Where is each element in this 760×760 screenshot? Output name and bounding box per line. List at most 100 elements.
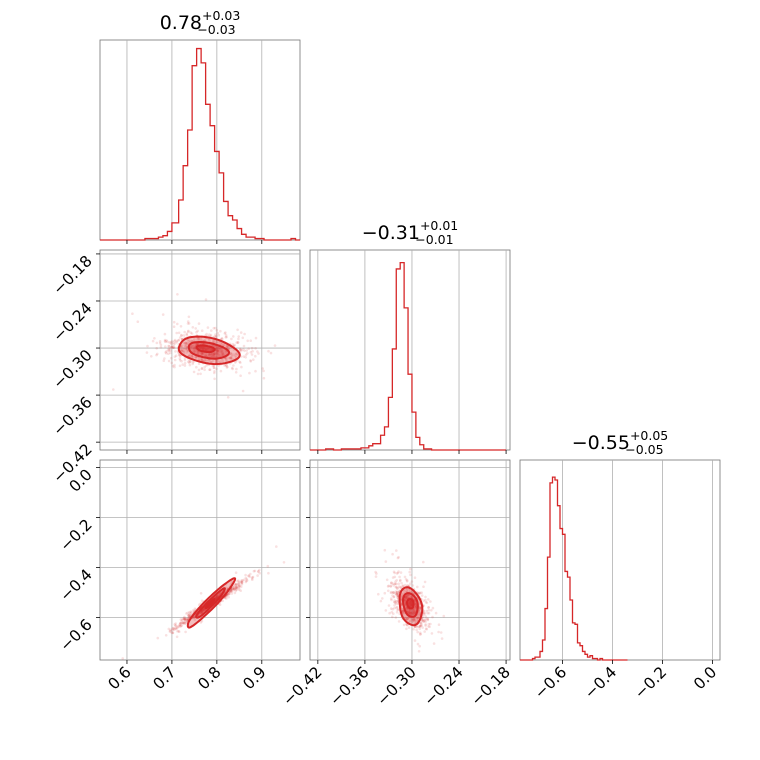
scatter-point	[226, 365, 229, 369]
scatter-point	[411, 617, 414, 621]
scatter-point	[386, 585, 390, 588]
scatter-point	[170, 345, 173, 349]
scatter-point	[212, 353, 215, 357]
scatter-point	[224, 596, 227, 600]
scatter-point	[406, 584, 410, 587]
scatter-point	[214, 359, 218, 363]
scatter-point	[408, 570, 412, 574]
scatter-point	[424, 600, 428, 604]
scatter-point	[163, 339, 167, 343]
scatter-point	[186, 618, 190, 621]
scatter-point	[121, 657, 124, 660]
scatter-point	[235, 588, 239, 591]
scatter-point	[375, 572, 378, 575]
scatter-point	[173, 355, 177, 359]
scatter-point	[215, 367, 218, 371]
scatter-point	[186, 322, 190, 325]
contour-line	[402, 592, 419, 618]
scatter-point	[216, 351, 219, 355]
scatter-point	[215, 349, 218, 353]
contour-line	[195, 587, 226, 619]
scatter-point	[168, 344, 171, 348]
scatter-point	[220, 337, 224, 341]
scatter-point	[403, 575, 407, 579]
scatter-point	[405, 627, 408, 631]
scatter-point	[168, 347, 172, 350]
scatter-point	[177, 338, 181, 342]
scatter-point	[416, 616, 420, 620]
scatter-point	[176, 629, 179, 633]
scatter-point	[185, 347, 188, 351]
scatter-point	[429, 622, 432, 626]
scatter-point	[219, 350, 222, 354]
scatter-point	[437, 630, 440, 634]
scatter-point	[225, 345, 229, 349]
scatter-point	[402, 612, 406, 615]
scatter-point	[193, 345, 197, 349]
scatter-point	[214, 595, 218, 599]
y-tick-label: −0.2	[56, 516, 95, 555]
scatter-point	[175, 635, 179, 639]
scatter-point	[405, 595, 409, 598]
scatter-point	[248, 575, 252, 578]
scatter-point	[186, 617, 190, 620]
scatter-point	[413, 611, 416, 614]
scatter-point	[398, 575, 401, 579]
scatter-point	[374, 575, 378, 578]
scatter-point	[221, 599, 224, 603]
scatter-point	[200, 329, 204, 333]
scatter-point	[402, 612, 405, 615]
scatter-point	[180, 344, 184, 348]
scatter-point	[183, 615, 186, 619]
scatter-point	[407, 626, 411, 629]
scatter-point	[421, 618, 425, 622]
scatter-point	[403, 589, 406, 592]
scatter-point	[173, 623, 176, 626]
scatter-point	[150, 355, 153, 358]
scatter-point	[410, 590, 414, 594]
scatter-point	[205, 364, 208, 367]
scatter-point	[251, 350, 254, 353]
scatter-point	[212, 353, 216, 357]
scatter-point	[186, 342, 190, 345]
scatter-point	[411, 609, 415, 612]
scatter-point	[230, 337, 233, 341]
scatter-point	[204, 359, 207, 362]
scatter-point	[174, 624, 177, 627]
scatter-point	[391, 615, 394, 619]
frame-scatter-param0-param1	[99, 249, 301, 451]
scatter-point	[217, 346, 221, 349]
scatter-point	[186, 341, 189, 345]
scatter-point	[172, 341, 175, 345]
scatter-point	[413, 609, 416, 613]
scatter-point	[209, 333, 213, 337]
scatter-point	[394, 601, 397, 605]
scatter-point	[215, 347, 219, 350]
scatter-point	[171, 346, 175, 350]
scatter-point	[393, 582, 397, 586]
scatter-point	[410, 580, 414, 583]
scatter-point	[165, 339, 168, 342]
scatter-point	[207, 358, 210, 362]
scatter-point	[239, 348, 242, 352]
title-param1: −0.31+0.01 −0.01	[362, 218, 459, 247]
contour-line	[204, 598, 216, 610]
scatter-point	[405, 623, 409, 627]
scatter-point	[235, 586, 239, 590]
contour-line	[195, 344, 216, 354]
scatter-point	[187, 615, 191, 619]
x-tick-label: −0.42	[279, 663, 325, 709]
scatter-point	[201, 609, 205, 612]
scatter-point	[408, 611, 412, 615]
scatter-point	[245, 349, 248, 352]
scatter-point	[249, 572, 252, 576]
scatter-point	[218, 353, 221, 357]
scatter-point	[193, 607, 197, 610]
scatter-point	[412, 627, 415, 631]
scatter-point	[390, 581, 393, 585]
title-plus: +0.01	[420, 218, 458, 233]
scatter-point	[234, 588, 238, 591]
scatter-point	[389, 585, 393, 588]
scatter-point	[215, 328, 219, 332]
scatter-point	[197, 351, 200, 354]
